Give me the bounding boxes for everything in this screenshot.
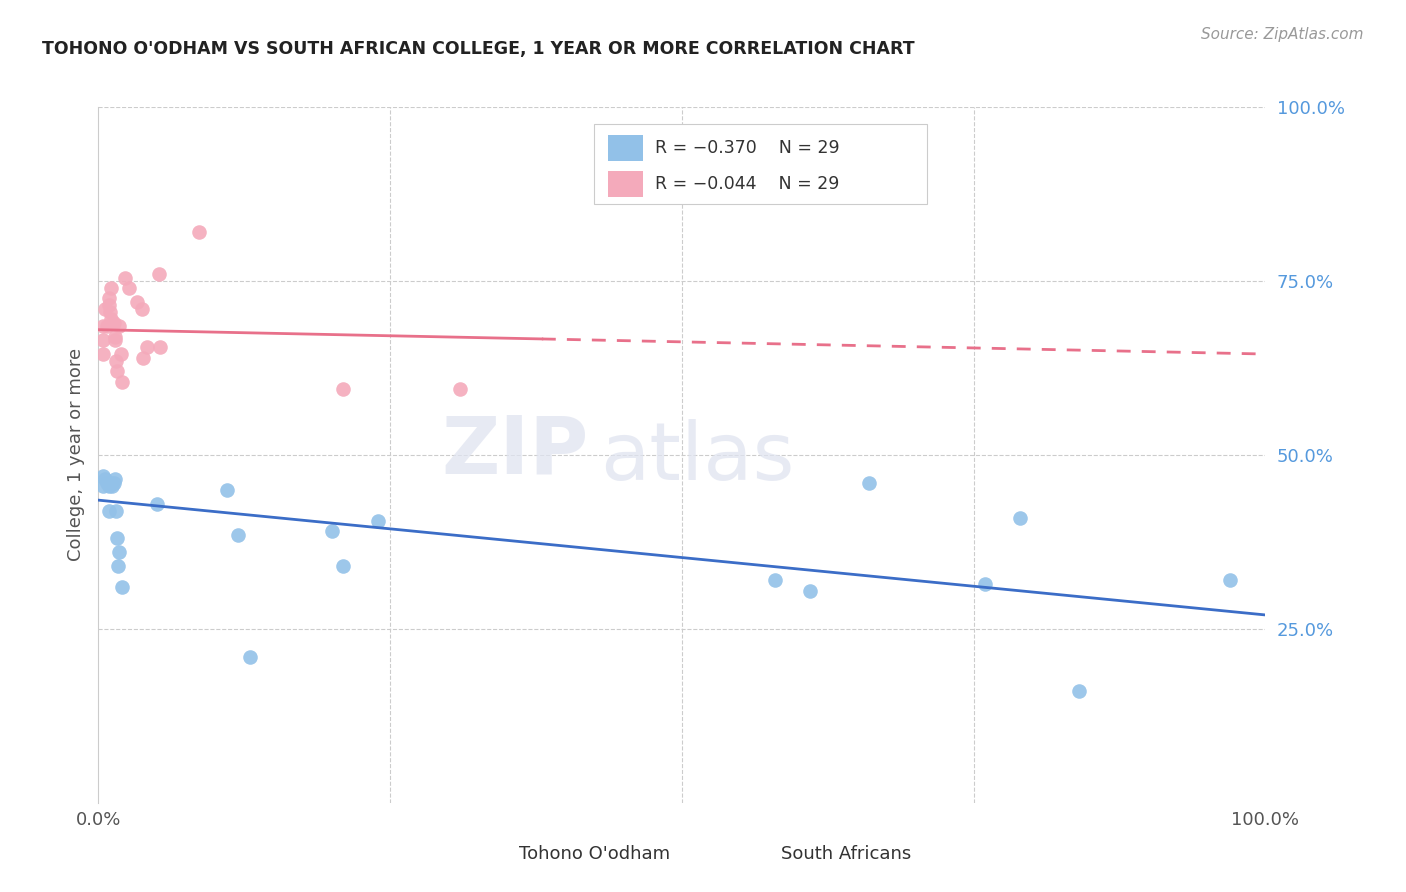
Text: South Africans: South Africans (782, 845, 911, 863)
Point (96, 475, 118, 490)
Point (1010, 510, 1032, 524)
Point (118, 281, 141, 295)
Point (187, 225, 209, 239)
Point (1067, 684, 1090, 698)
Point (799, 583, 821, 598)
Point (1219, 573, 1241, 587)
Point (103, 475, 125, 490)
Point (449, 382, 471, 396)
Point (763, 573, 786, 587)
Point (104, 329, 127, 343)
Point (104, 354, 127, 368)
FancyBboxPatch shape (717, 843, 769, 864)
Text: Tohono O'odham: Tohono O'odham (519, 845, 669, 863)
Point (105, 532, 128, 546)
Point (108, 545, 131, 559)
Point (104, 472, 127, 486)
Point (136, 340, 159, 354)
Text: TOHONO O'ODHAM VS SOUTH AFRICAN COLLEGE, 1 YEAR OR MORE CORRELATION CHART: TOHONO O'ODHAM VS SOUTH AFRICAN COLLEGE,… (42, 40, 915, 58)
Text: Source: ZipAtlas.com: Source: ZipAtlas.com (1201, 27, 1364, 42)
Point (146, 497, 169, 511)
Point (105, 364, 128, 378)
Point (215, 483, 238, 497)
Point (110, 347, 132, 361)
Point (94, 301, 117, 316)
Point (91, 319, 114, 334)
Point (132, 351, 155, 365)
Point (125, 294, 148, 309)
FancyBboxPatch shape (609, 135, 644, 161)
Point (111, 375, 134, 389)
Point (104, 333, 127, 347)
Point (103, 316, 125, 330)
Point (96, 319, 118, 334)
Point (101, 479, 124, 493)
Point (100, 281, 122, 295)
Point (97, 503, 120, 517)
Point (131, 301, 153, 316)
Point (100, 475, 122, 490)
Point (104, 503, 127, 517)
Point (107, 559, 129, 574)
Point (239, 649, 262, 664)
Y-axis label: College, 1 year or more: College, 1 year or more (66, 349, 84, 561)
FancyBboxPatch shape (595, 124, 927, 204)
Point (91, 333, 114, 347)
Text: atlas: atlas (600, 419, 794, 498)
Point (228, 528, 250, 542)
Point (91, 347, 114, 361)
FancyBboxPatch shape (454, 843, 508, 864)
Point (108, 319, 131, 334)
Point (114, 270, 136, 285)
Point (97, 479, 120, 493)
Point (100, 312, 122, 326)
Point (148, 267, 170, 281)
Text: R = −0.370    N = 29: R = −0.370 N = 29 (655, 139, 839, 157)
Point (97, 298, 120, 312)
Point (111, 580, 134, 594)
Point (91, 468, 114, 483)
Point (367, 514, 389, 528)
FancyBboxPatch shape (609, 171, 644, 197)
Point (91, 479, 114, 493)
Point (97, 291, 120, 305)
Point (332, 382, 354, 396)
Point (149, 340, 172, 354)
Point (858, 475, 880, 490)
Point (94, 472, 117, 486)
Text: R = −0.044    N = 29: R = −0.044 N = 29 (655, 175, 839, 194)
Point (332, 559, 354, 574)
Point (321, 524, 343, 539)
Point (974, 576, 997, 591)
Point (98, 305, 121, 319)
Text: ZIP: ZIP (441, 412, 589, 491)
